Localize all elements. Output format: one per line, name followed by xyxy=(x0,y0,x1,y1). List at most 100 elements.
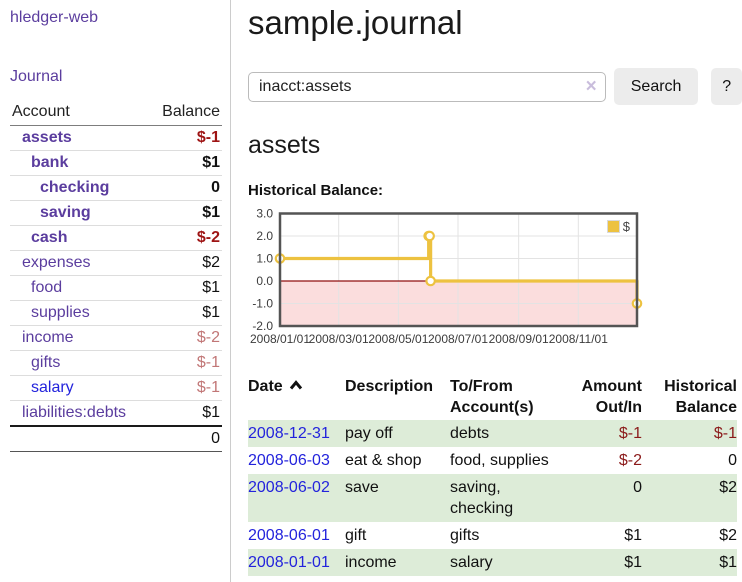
x-axis-tick-label: 2008/03/01 xyxy=(309,332,369,346)
chart-title: Historical Balance: xyxy=(248,182,384,199)
table-row: 2008-01-01 income salary $1 $1 xyxy=(248,549,737,576)
account-row: liabilities:debts $1 xyxy=(10,400,222,426)
transaction-amount: $-2 xyxy=(618,452,642,469)
account-balance: $1 xyxy=(148,300,222,326)
account-link[interactable]: supplies xyxy=(31,304,90,321)
account-link[interactable]: food xyxy=(31,279,63,296)
account-link[interactable]: assets xyxy=(22,129,72,146)
account-link[interactable]: saving xyxy=(40,204,91,221)
transaction-accounts: food, supplies xyxy=(450,452,549,469)
transaction-description: pay off xyxy=(345,425,393,442)
y-axis-tick-label: 0.0 xyxy=(256,274,273,288)
account-link[interactable]: income xyxy=(22,329,74,346)
accounts-header-balance: Balance xyxy=(148,101,222,126)
account-row: bank $1 xyxy=(10,150,222,176)
account-link[interactable]: expenses xyxy=(22,254,91,271)
transaction-balance: 0 xyxy=(728,452,737,469)
account-balance: $-2 xyxy=(148,225,222,251)
transaction-accounts: salary xyxy=(450,554,493,571)
transaction-balance: $2 xyxy=(719,527,737,544)
transaction-date-link[interactable]: 2008-06-02 xyxy=(248,479,330,496)
account-link[interactable]: cash xyxy=(31,229,68,246)
account-balance: $1 xyxy=(148,275,222,301)
transaction-description: gift xyxy=(345,527,367,544)
transaction-description: save xyxy=(345,479,379,496)
help-button[interactable]: ? xyxy=(711,68,742,105)
transaction-balance: $2 xyxy=(719,479,737,496)
accounts-total-value: 0 xyxy=(148,425,222,452)
x-axis-tick-label: 2008/01/01 xyxy=(250,332,310,346)
transaction-amount: $1 xyxy=(624,554,642,571)
transaction-amount: $-1 xyxy=(618,425,642,442)
transaction-date-link[interactable]: 2008-01-01 xyxy=(248,554,330,571)
account-balance: $1 xyxy=(148,400,222,426)
search-button[interactable]: Search xyxy=(613,68,699,105)
account-link[interactable]: liabilities:debts xyxy=(22,404,127,421)
page-title: sample.journal xyxy=(248,4,463,41)
x-axis-tick-label: 2008/09/01 xyxy=(489,332,549,346)
account-balance: $1 xyxy=(148,200,222,226)
chart-canvas: 3.0 2.0 1.0 0.0 -1.0 -2.02008/01/012008/03/01… xyxy=(250,207,643,346)
account-row: assets $-1 xyxy=(10,126,222,151)
transaction-description: eat & shop xyxy=(345,452,422,469)
transaction-amount: 0 xyxy=(633,479,642,496)
transaction-amount: $1 xyxy=(624,527,642,544)
txn-header-amount: Amount Out/In xyxy=(581,378,642,416)
accounts-total-row: 0 xyxy=(10,425,222,452)
transaction-accounts: gifts xyxy=(450,527,480,544)
data-point xyxy=(425,275,436,287)
x-axis-tick-label: 2008/11/01 xyxy=(549,332,608,346)
transaction-date-link[interactable]: 2008-06-01 xyxy=(248,527,330,544)
clear-search-icon[interactable]: × xyxy=(585,75,597,97)
transaction-accounts: saving, checking xyxy=(450,479,514,517)
account-link[interactable]: bank xyxy=(31,154,69,171)
transactions-table: Date Description To/From Account(s) Amou… xyxy=(248,374,737,576)
transaction-date-link[interactable]: 2008-12-31 xyxy=(248,425,330,442)
transaction-balance: $1 xyxy=(719,554,737,571)
y-axis-tick-label: -1.0 xyxy=(252,297,273,311)
account-balance: $-2 xyxy=(148,325,222,351)
sort-ascending-icon xyxy=(289,380,302,390)
account-row: supplies $1 xyxy=(10,300,222,326)
plot-border xyxy=(278,212,639,328)
sidebar-item-journal: Journal xyxy=(10,68,230,86)
chart-legend: $ xyxy=(604,218,632,235)
accounts-header-account: Account xyxy=(10,101,149,126)
account-balance: $2 xyxy=(148,250,222,276)
search-box: × xyxy=(248,71,606,102)
search-form: × Search ? xyxy=(248,68,742,105)
table-row: 2008-06-03 eat & shop food, supplies $-2 0 xyxy=(248,447,737,474)
y-axis-tick-label: -2.0 xyxy=(252,319,273,333)
account-balance: $-1 xyxy=(196,129,220,146)
account-row: cash $-2 xyxy=(10,225,222,251)
txn-header-date[interactable]: Date xyxy=(248,374,345,420)
journal-link[interactable]: Journal xyxy=(10,68,63,85)
sidebar: hledger-web Journal Account Balance asse… xyxy=(0,0,231,582)
transaction-date-link[interactable]: 2008-06-03 xyxy=(248,452,330,469)
account-row: salary $-1 xyxy=(10,375,222,401)
y-axis-tick-label: 2.0 xyxy=(256,229,273,243)
account-link[interactable]: salary xyxy=(31,379,74,396)
account-row: income $-2 xyxy=(10,325,222,351)
app-title: hledger-web xyxy=(0,0,230,27)
txn-header-account: To/From Account(s) xyxy=(450,378,534,416)
x-axis-tick-label: 2008/05/01 xyxy=(368,332,428,346)
legend-swatch-icon xyxy=(606,220,620,233)
txn-header-balance: Historical Balance xyxy=(664,378,737,416)
txn-header-description: Description xyxy=(345,378,434,395)
account-balance: $-1 xyxy=(148,350,222,376)
account-balance: $-1 xyxy=(148,375,222,401)
account-link[interactable]: gifts xyxy=(31,354,61,371)
historical-balance-chart: 3.0 2.0 1.0 0.0 -1.0 -2.0 2008/01/01 2008/03/01… xyxy=(248,207,742,352)
app-title-link[interactable]: hledger-web xyxy=(10,9,99,26)
search-input[interactable] xyxy=(248,71,606,102)
account-row: saving $1 xyxy=(10,200,222,226)
account-row: expenses $2 xyxy=(10,250,222,276)
account-link[interactable]: checking xyxy=(40,179,110,196)
main-content: sample.journal × Search ? assets Histori… xyxy=(232,0,742,576)
account-balance: $1 xyxy=(148,150,222,176)
account-row: checking 0 xyxy=(10,175,222,201)
data-point xyxy=(424,230,435,242)
legend-label: $ xyxy=(622,219,630,234)
y-axis-tick-label: 3.0 xyxy=(256,207,273,221)
